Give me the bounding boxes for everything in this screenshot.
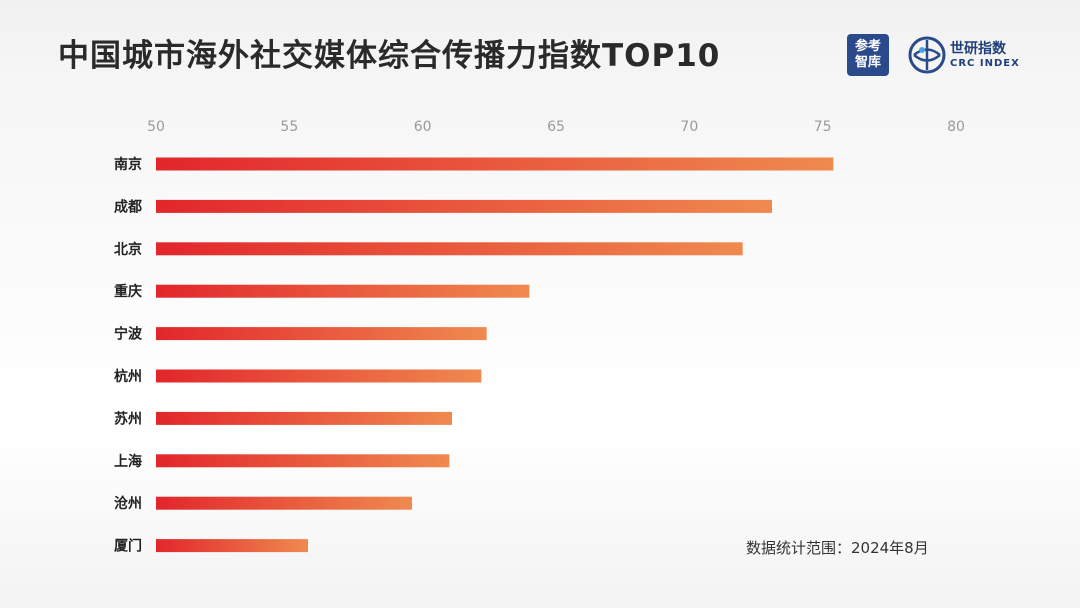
category-label: 重庆 <box>114 283 142 300</box>
bar-苏州 <box>156 411 452 425</box>
bar-重庆 <box>156 284 530 298</box>
bar-厦门 <box>156 539 308 553</box>
bar-成都 <box>156 199 772 213</box>
category-label: 宁波 <box>114 326 143 343</box>
crc-index-logo: 世研指数 CRC INDEX <box>908 34 1028 76</box>
cankao-think-tank-logo: 参考 智库 <box>847 34 889 76</box>
category-label: 北京 <box>114 241 142 258</box>
bar-杭州 <box>156 369 482 383</box>
bar-上海 <box>156 454 450 468</box>
bar-沧州 <box>156 496 412 510</box>
category-label: 厦门 <box>114 538 142 555</box>
globe-icon <box>908 36 946 74</box>
category-label: 上海 <box>114 453 142 470</box>
category-label: 南京 <box>114 156 142 173</box>
x-tick-label: 80 <box>947 119 965 135</box>
header-band <box>0 0 1080 100</box>
bar-北京 <box>156 242 743 256</box>
bar-南京 <box>156 157 834 171</box>
x-tick-label: 55 <box>280 119 298 135</box>
category-label: 苏州 <box>114 410 142 427</box>
category-label: 杭州 <box>114 368 142 385</box>
x-tick-label: 70 <box>680 119 698 135</box>
x-tick-label: 65 <box>547 119 565 135</box>
logo-en-text: CRC INDEX <box>950 57 1020 69</box>
page-title: 中国城市海外社交媒体综合传播力指数TOP10 <box>58 38 721 74</box>
category-label: 成都 <box>114 198 142 215</box>
x-tick-label: 60 <box>414 119 432 135</box>
logo-line-1: 参考 <box>854 39 881 54</box>
bar-宁波 <box>156 327 487 341</box>
x-tick-label: 50 <box>147 119 165 135</box>
x-tick-label: 75 <box>814 119 832 135</box>
logo-line-2: 智库 <box>854 55 881 70</box>
data-range-note: 数据统计范围：2024年8月 <box>746 539 929 557</box>
logo-cn-text: 世研指数 <box>950 40 1006 57</box>
category-label: 沧州 <box>114 495 142 512</box>
